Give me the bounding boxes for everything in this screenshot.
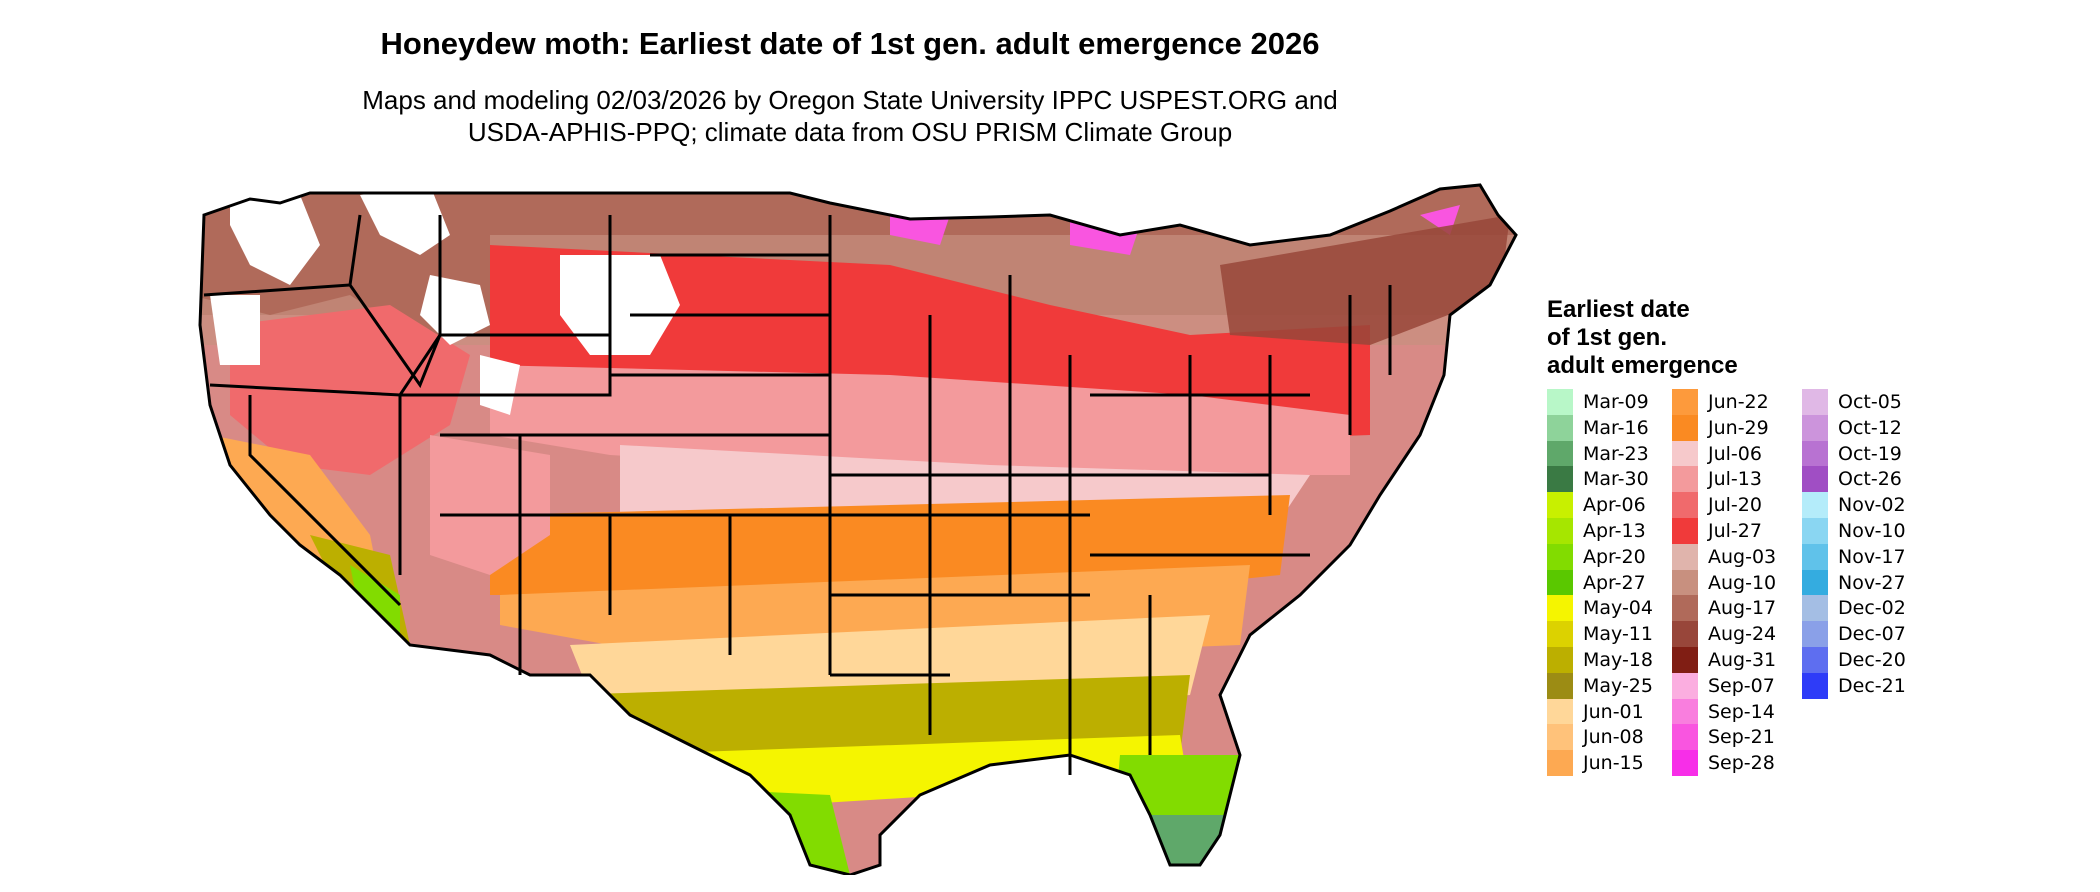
legend-swatch — [1672, 543, 1698, 570]
legend-swatch — [1672, 672, 1698, 699]
legend-label: Jul-13 — [1708, 468, 1762, 491]
legend-label: Aug-10 — [1708, 571, 1777, 594]
legend-label: Aug-31 — [1708, 648, 1777, 671]
legend-label: Sep-21 — [1708, 726, 1775, 749]
legend-swatch — [1547, 466, 1573, 493]
legend-swatch — [1802, 621, 1828, 647]
legend-label: Nov-17 — [1838, 545, 1906, 568]
legend-label: Aug-24 — [1708, 623, 1777, 646]
legend-label: Apr-13 — [1583, 519, 1646, 542]
legend-label: Jun-15 — [1583, 752, 1644, 775]
legend-swatch — [1547, 595, 1573, 622]
legend-label: Jul-06 — [1708, 442, 1762, 465]
legend-swatch — [1547, 414, 1573, 441]
legend-swatch — [1802, 466, 1828, 493]
subtitle-line-2: USDA-APHIS-PPQ; climate data from OSU PR… — [467, 117, 1233, 147]
legend-swatch — [1547, 492, 1573, 518]
legend-swatch — [1672, 724, 1698, 751]
legend-swatch — [1547, 698, 1573, 725]
legend-swatch — [1802, 492, 1828, 518]
state-boundaries — [198, 183, 1518, 875]
legend-label: Aug-03 — [1708, 545, 1777, 568]
legend-label: Nov-27 — [1838, 571, 1906, 594]
legend-label: Apr-06 — [1583, 494, 1646, 517]
legend-swatch — [1547, 517, 1573, 544]
map-title: Honeydew moth: Earliest date of 1st gen.… — [380, 26, 1320, 61]
legend-label: May-11 — [1583, 623, 1653, 646]
legend-label: Nov-10 — [1838, 519, 1906, 542]
legend-swatch — [1672, 569, 1698, 596]
legend-swatch — [1547, 750, 1573, 776]
legend-swatch — [1547, 389, 1573, 415]
legend-label: Apr-20 — [1583, 545, 1646, 568]
legend-swatch — [1672, 414, 1698, 441]
legend-swatch — [1547, 672, 1573, 699]
legend-label: Jun-08 — [1583, 726, 1644, 749]
emergence-fill — [200, 185, 1516, 875]
legend-swatch — [1672, 389, 1698, 415]
legend-label: Mar-16 — [1583, 416, 1649, 439]
legend-swatch — [1802, 440, 1828, 467]
legend-title-line-1: Earliest date — [1547, 296, 1690, 323]
legend-title-line-2: of 1st gen. — [1547, 324, 1668, 351]
legend-label: May-04 — [1583, 597, 1653, 620]
legend-label: May-25 — [1583, 674, 1653, 697]
legend-label: Dec-21 — [1838, 674, 1906, 697]
legend-label: Dec-07 — [1838, 623, 1906, 646]
legend-swatch — [1672, 492, 1698, 518]
legend-label: Oct-26 — [1838, 468, 1902, 491]
legend-label: Nov-02 — [1838, 494, 1906, 517]
legend-swatch — [1547, 440, 1573, 467]
legend-swatch — [1672, 595, 1698, 622]
legend-swatch — [1672, 621, 1698, 647]
legend-label: Aug-17 — [1708, 597, 1777, 620]
legend-swatch — [1547, 646, 1573, 673]
legend-label: May-18 — [1583, 648, 1653, 671]
legend-label: Oct-05 — [1838, 391, 1902, 413]
legend-label: Mar-23 — [1583, 442, 1649, 465]
legend-label: Mar-30 — [1583, 468, 1649, 491]
legend-swatch — [1547, 621, 1573, 647]
legend-swatch — [1672, 466, 1698, 493]
legend-label: Dec-20 — [1838, 648, 1906, 671]
legend-label: Jul-20 — [1708, 494, 1762, 517]
legend-label: Sep-28 — [1708, 752, 1775, 775]
legend-label: Jun-29 — [1708, 416, 1769, 439]
legend-label: Jun-22 — [1708, 391, 1769, 413]
legend-label: Sep-07 — [1708, 674, 1775, 697]
legend-swatch — [1802, 543, 1828, 570]
legend-swatch — [1672, 698, 1698, 725]
legend-swatch — [1802, 389, 1828, 415]
legend-swatch — [1547, 724, 1573, 751]
legend-swatch — [1802, 595, 1828, 622]
legend-swatch — [1802, 672, 1828, 699]
us-emergence-map — [198, 183, 1518, 875]
legend-label: Jul-27 — [1708, 519, 1762, 542]
legend-swatch — [1802, 646, 1828, 673]
legend-swatch — [1802, 414, 1828, 441]
legend-swatch — [1672, 517, 1698, 544]
legend-label: Sep-14 — [1708, 700, 1775, 723]
legend-swatch — [1547, 569, 1573, 596]
legend-label: Oct-12 — [1838, 416, 1902, 439]
map-subtitle: Maps and modeling 02/03/2026 by Oregon S… — [0, 84, 1700, 148]
legend-swatch — [1802, 569, 1828, 596]
legend-label: Apr-27 — [1583, 571, 1646, 594]
legend-swatch — [1547, 543, 1573, 570]
legend-label: Oct-19 — [1838, 442, 1902, 465]
legend-label: Jun-01 — [1583, 700, 1644, 723]
legend-title-line-3: adult emergence — [1547, 352, 1738, 379]
legend-label: Dec-02 — [1838, 597, 1906, 620]
legend-title: Earliest date of 1st gen. adult emergenc… — [1547, 296, 1738, 380]
legend-swatch — [1672, 646, 1698, 673]
legend-label: Mar-09 — [1583, 391, 1649, 413]
legend-swatch — [1802, 517, 1828, 544]
legend-swatch — [1672, 750, 1698, 776]
legend-swatch — [1672, 440, 1698, 467]
subtitle-line-1: Maps and modeling 02/03/2026 by Oregon S… — [362, 85, 1338, 115]
